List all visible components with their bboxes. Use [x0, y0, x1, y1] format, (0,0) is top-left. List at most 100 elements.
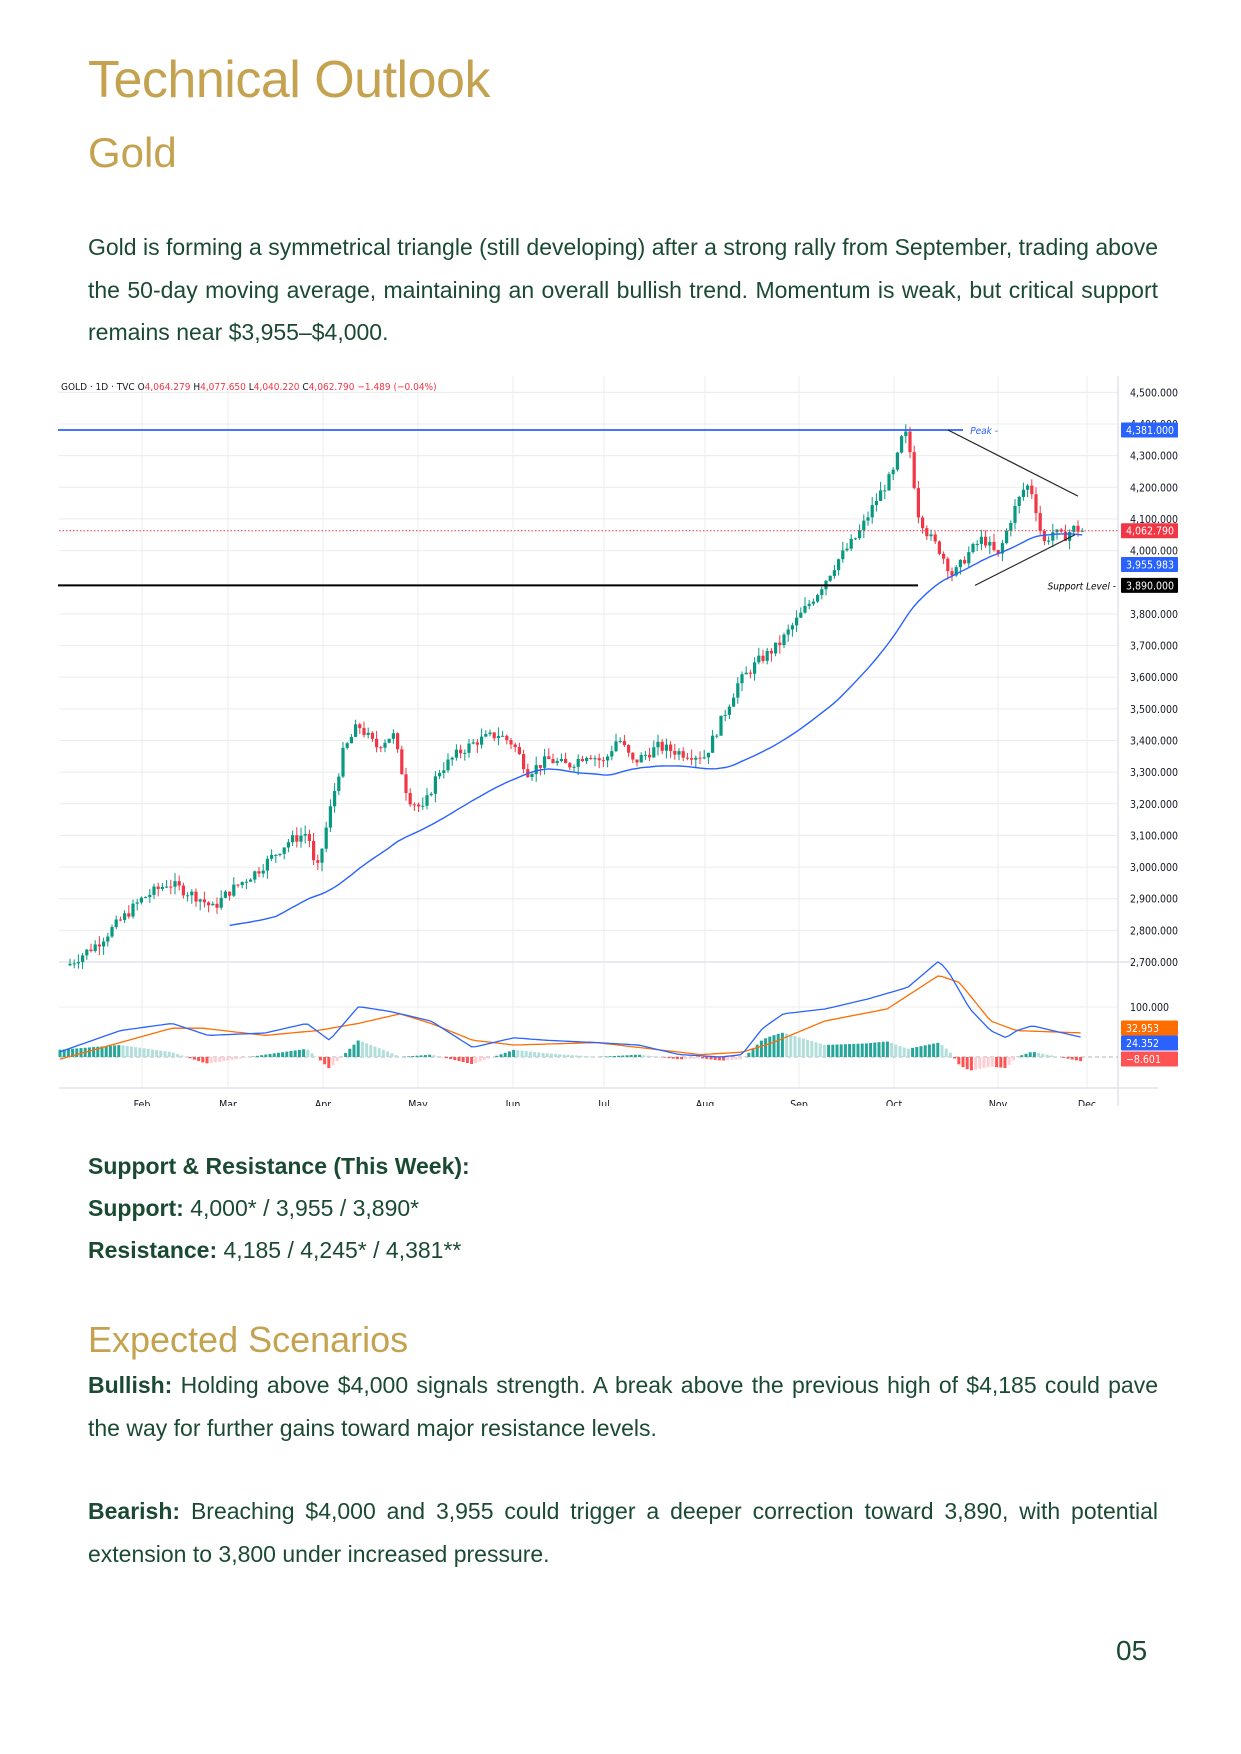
macd-histogram-bar: [881, 1041, 885, 1057]
macd-histogram-bar: [213, 1057, 217, 1063]
candle-down: [228, 891, 232, 896]
macd-histogram-bar: [66, 1049, 70, 1057]
candle-up: [270, 855, 274, 859]
macd-histogram-bar: [772, 1035, 776, 1057]
macd-histogram-bar: [776, 1033, 780, 1057]
macd-histogram-bar: [780, 1032, 784, 1057]
macd-histogram-bar: [1074, 1057, 1078, 1061]
macd-value-tag-bg: [1121, 1035, 1178, 1051]
candle-down: [916, 488, 920, 518]
candle-up: [282, 847, 286, 854]
macd-signal-tag: 32.953: [1126, 1023, 1159, 1035]
candle-up: [782, 634, 786, 646]
candle-up: [832, 570, 836, 576]
candle-up: [1047, 540, 1051, 542]
x-axis-label: Sep: [790, 1099, 808, 1106]
macd-histogram-bar: [381, 1049, 385, 1057]
candle-up: [883, 490, 887, 492]
macd-histogram-bar: [176, 1054, 180, 1057]
macd-histogram-bar: [125, 1045, 129, 1057]
macd-histogram-bar: [474, 1057, 478, 1064]
candle-up: [291, 835, 295, 843]
y-axis-label: 2,800.000: [1130, 925, 1178, 937]
y-axis-label: 3,500.000: [1130, 704, 1178, 716]
candle-up: [828, 575, 832, 581]
macd-histogram-bar: [999, 1057, 1003, 1068]
candle-up: [643, 754, 647, 756]
macd-histogram-bar: [201, 1057, 205, 1063]
candle-up: [190, 891, 194, 896]
macd-histogram-bar: [625, 1055, 629, 1057]
macd-histogram-bar: [423, 1055, 427, 1057]
candle-up: [664, 744, 668, 751]
last-price-tag: 4,062.790: [1126, 526, 1174, 538]
candle-up: [102, 941, 106, 947]
macd-histogram-bar: [331, 1057, 335, 1066]
macd-histogram-bar: [953, 1057, 957, 1059]
macd-histogram-bar: [633, 1054, 637, 1057]
candle-up: [160, 886, 164, 889]
macd-histogram-bar: [461, 1057, 465, 1063]
candle-down: [312, 840, 316, 861]
resistance-label: Resistance:: [88, 1237, 218, 1263]
macd-histogram-bar: [558, 1054, 562, 1057]
macd-histogram-bar: [197, 1057, 201, 1062]
macd-signal-line: [59, 975, 1081, 1060]
candle-up: [328, 806, 332, 828]
candle-down: [950, 571, 954, 576]
candle-down: [362, 728, 366, 735]
macd-histogram-bar: [667, 1057, 671, 1059]
candle-up: [576, 758, 580, 767]
candle-up: [303, 834, 307, 836]
y-axis-label: 3,300.000: [1130, 767, 1178, 779]
candle-up: [757, 655, 761, 663]
macd-histogram-bar: [688, 1057, 692, 1059]
macd-histogram-bar: [449, 1057, 453, 1060]
candle-up: [198, 899, 202, 902]
candle-up: [484, 734, 488, 737]
candle-up: [274, 854, 278, 856]
macd-histogram-bar: [810, 1041, 814, 1057]
macd-histogram-bar: [860, 1043, 864, 1057]
candle-up: [135, 902, 139, 904]
macd-histogram-bar: [302, 1049, 306, 1057]
macd-histogram-bar: [138, 1047, 142, 1057]
macd-histogram-bar: [650, 1056, 654, 1057]
last-price-tag-bg: [1121, 523, 1178, 539]
candle-down: [669, 744, 673, 751]
macd-histogram-bar: [587, 1056, 591, 1057]
intro-paragraph: Gold is forming a symmetrical triangle (…: [88, 234, 1158, 345]
macd-histogram-bar: [167, 1051, 171, 1057]
macd-histogram-bar: [570, 1055, 574, 1057]
candle-down: [1076, 525, 1080, 532]
macd-histogram-bar: [390, 1053, 394, 1057]
candle-down: [127, 913, 131, 917]
macd-histogram-bar: [579, 1055, 583, 1057]
candle-up: [471, 742, 475, 744]
macd-histogram-bar: [465, 1057, 469, 1064]
candle-down: [908, 431, 912, 453]
candle-up: [345, 743, 349, 748]
macd-histogram-bar: [222, 1057, 226, 1062]
candle-up: [165, 886, 169, 888]
candle-up: [152, 886, 156, 895]
macd-histogram-bar: [692, 1057, 696, 1059]
triangle-upper-trendline: [947, 429, 1079, 497]
macd-line: [59, 961, 1081, 1058]
peak-price-tag-bg: [1121, 422, 1178, 438]
y-axis-label: 3,100.000: [1130, 830, 1178, 842]
macd-histogram-bar: [79, 1048, 83, 1057]
macd-histogram-bar: [957, 1057, 961, 1065]
x-axis-label: Aug: [696, 1099, 714, 1106]
candle-up: [954, 567, 958, 576]
macd-histogram-bar: [360, 1041, 364, 1057]
macd-histogram-bar: [726, 1057, 730, 1061]
macd-histogram-bar: [785, 1033, 789, 1057]
macd-histogram-bar: [444, 1057, 448, 1059]
candle-up: [555, 760, 559, 764]
macd-histogram-bar: [415, 1055, 419, 1057]
candle-up: [652, 747, 656, 758]
macd-histogram-bar: [1066, 1057, 1070, 1059]
macd-histogram-bar: [243, 1057, 247, 1058]
macd-histogram-bar: [478, 1057, 482, 1062]
